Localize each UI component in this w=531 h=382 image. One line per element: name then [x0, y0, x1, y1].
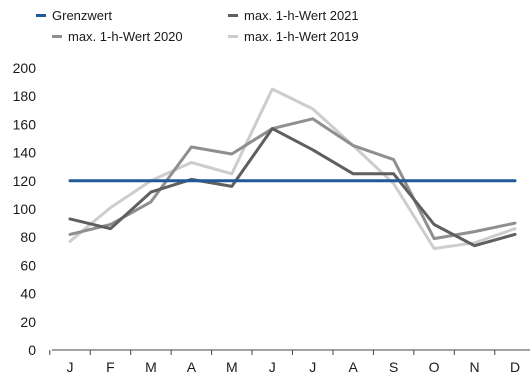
legend-label: Grenzwert: [52, 8, 112, 23]
legend-item: max. 1-h-Wert 2020: [52, 29, 183, 44]
legend-swatch: [228, 14, 238, 17]
y-tick-label: 160: [13, 116, 37, 132]
legend-label: max. 1-h-Wert 2020: [68, 29, 183, 44]
y-tick-label: 120: [13, 173, 37, 189]
y-tick-label: 180: [13, 88, 37, 104]
legend-swatch: [36, 14, 46, 17]
x-tick-label: A: [187, 359, 197, 375]
legend: Grenzwert max. 1-h-Wert 2021 max. 1-h-Wert…: [36, 8, 359, 44]
x-tick-label: J: [269, 359, 276, 375]
y-tick-label: 40: [20, 286, 36, 302]
y-tick-label: 140: [13, 145, 37, 161]
legend-swatch: [228, 35, 238, 38]
series-line: [70, 119, 515, 239]
y-tick-label: 0: [28, 342, 36, 358]
x-tick-label: D: [510, 359, 520, 375]
x-tick-label: F: [106, 359, 115, 375]
series: [70, 129, 515, 246]
x-tick-label: M: [145, 359, 157, 375]
x-tick-label: O: [429, 359, 440, 375]
y-tick-label: 60: [20, 257, 36, 273]
x-tick-label: N: [469, 359, 479, 375]
series: [70, 119, 515, 239]
legend-item: max. 1-h-Wert 2019: [228, 29, 359, 44]
x-tick-label: J: [309, 359, 316, 375]
x-tick-label: J: [67, 359, 74, 375]
series-line: [70, 89, 515, 248]
series-line: [70, 129, 515, 246]
y-tick-label: 20: [20, 314, 36, 330]
x-tick-label: S: [389, 359, 398, 375]
series-layer: [70, 89, 515, 248]
legend-item: max. 1-h-Wert 2021: [228, 8, 359, 23]
legend-item: Grenzwert: [36, 8, 112, 23]
series: [70, 89, 515, 248]
y-tick-label: 100: [13, 201, 37, 217]
y-axis: 0 20 40 60 80 100 120 140 160 180 200: [13, 60, 37, 358]
x-tick-label: M: [226, 359, 238, 375]
y-tick-label: 80: [20, 229, 36, 245]
y-tick-label: 200: [13, 60, 37, 76]
legend-label: max. 1-h-Wert 2021: [244, 8, 359, 23]
legend-swatch: [52, 35, 62, 38]
legend-label: max. 1-h-Wert 2019: [244, 29, 359, 44]
x-tick-label: A: [349, 359, 359, 375]
